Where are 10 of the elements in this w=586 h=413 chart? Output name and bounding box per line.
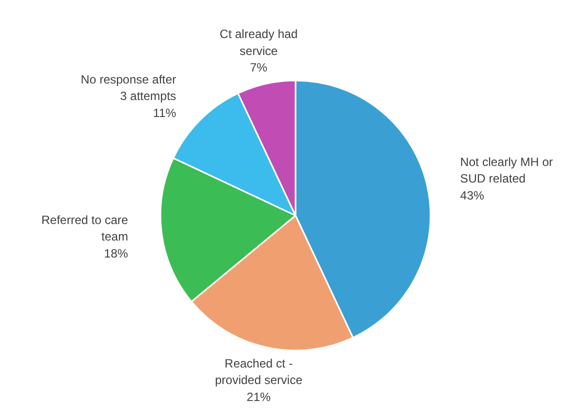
slice-label: Referred to care team <box>41 212 128 244</box>
data-label: 21% <box>246 390 272 404</box>
slice-label: Reached ct - provided service <box>215 356 303 388</box>
slice-label: No response after 3 attempts <box>80 72 176 104</box>
data-label: 11% <box>153 106 177 120</box>
slice-label: Not clearly MH or SUD related <box>460 154 553 186</box>
slice-label: Ct already had service <box>220 27 298 58</box>
data-label: 43% <box>460 188 485 202</box>
data-label: 7% <box>250 60 268 75</box>
data-label: 18% <box>104 246 128 260</box>
